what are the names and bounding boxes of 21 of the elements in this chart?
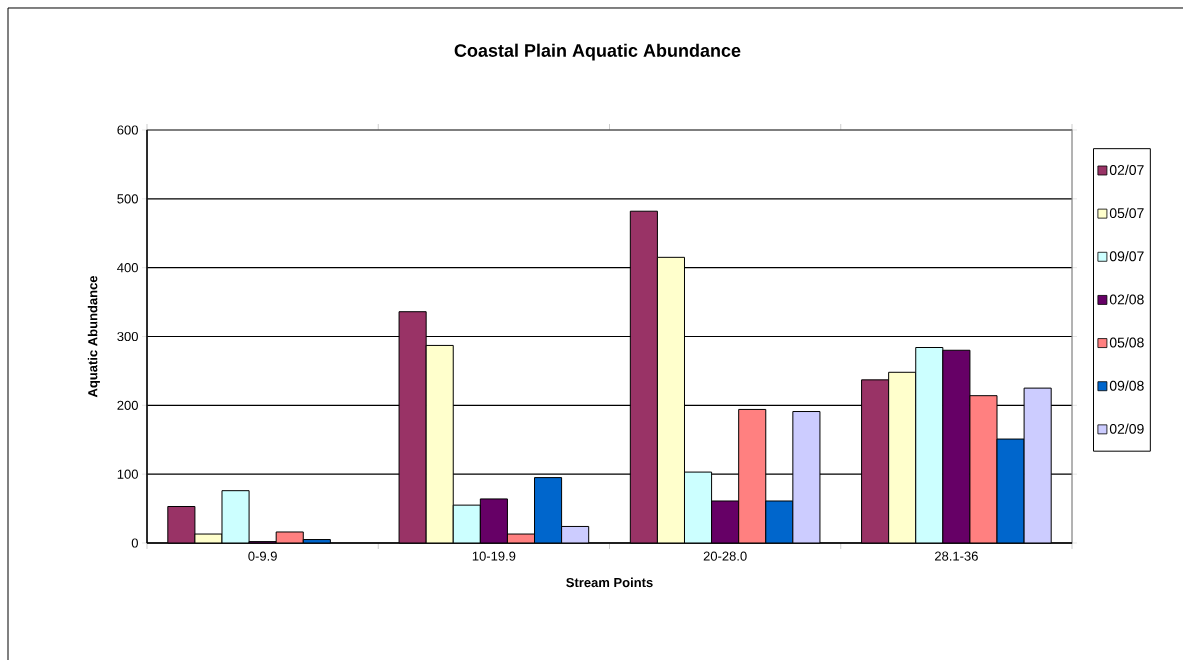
y-axis-title: Aquatic Abundance [87, 275, 100, 398]
x-tick-label: 10-19.9 [472, 551, 516, 561]
x-axis-title: Stream Points [566, 577, 653, 588]
y-tick-label: 400 [117, 263, 138, 273]
y-tick-label: 500 [117, 194, 138, 204]
legend-label: 05/07 [1109, 207, 1144, 219]
legend-label: 02/09 [1109, 423, 1144, 434]
legend-label: 02/08 [1109, 294, 1144, 305]
legend-label: 02/07 [1109, 164, 1144, 175]
y-tick-label: 100 [117, 469, 138, 479]
legend-label: 09/08 [1109, 380, 1144, 391]
y-tick-label: 600 [117, 125, 138, 135]
y-tick-label: 300 [117, 331, 138, 342]
y-tick-label: 200 [117, 400, 138, 410]
x-tick-label: 0-9.9 [248, 551, 277, 561]
x-tick-label: 28.1-36 [934, 551, 978, 561]
x-tick-label: 20-28.0 [703, 551, 747, 561]
legend-label: 05/08 [1109, 337, 1144, 348]
legend-label: 09/07 [1109, 250, 1144, 262]
y-tick-label: 0 [131, 538, 138, 548]
chart-title: Coastal Plain Aquatic Abundance [454, 43, 741, 61]
